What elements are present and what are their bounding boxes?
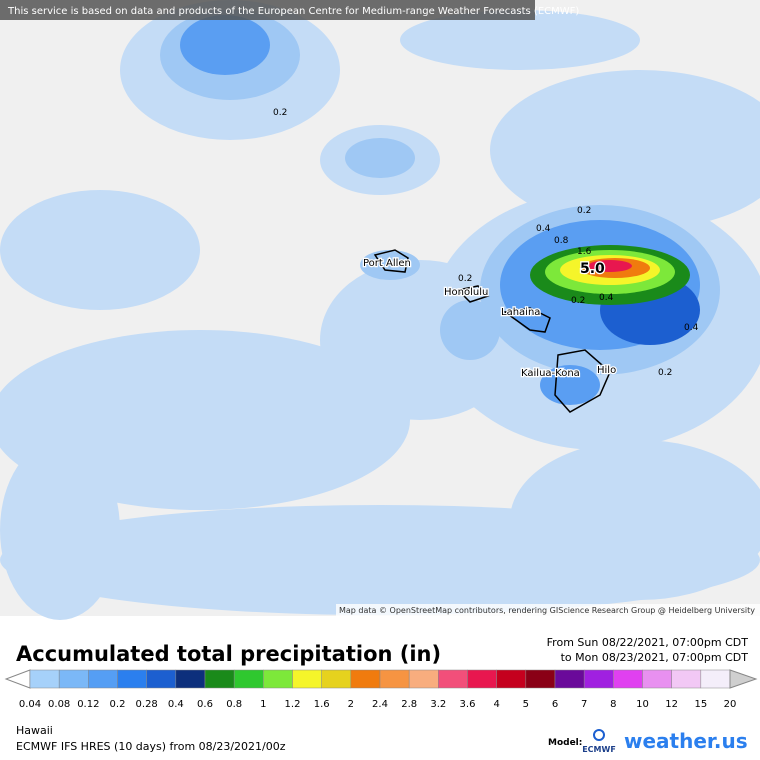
colorbar-swatch [58,669,89,689]
contour-label: 0.2 [458,274,472,284]
legend: Accumulated total precipitation (in) Fro… [16,636,748,666]
credit-bar [336,604,760,616]
colorbar-swatch [554,669,585,689]
colorbar-tick-label: 6 [552,699,558,710]
coastline [373,249,611,413]
colorbar-tick-label: 2 [348,699,354,710]
city-label: Hilo [597,365,616,376]
model-logo: ECMWF [582,745,616,754]
colorbar-swatch [496,669,527,689]
max-label: 5.0 [580,261,605,277]
colorbar-tick-label: 0.12 [77,699,99,710]
colorbar-arrow-low [4,669,31,689]
colorbar-swatch [233,669,264,689]
colorbar-tick-label: 0.4 [168,699,184,710]
colorbar-swatch [321,669,352,689]
colorbar-swatch [350,669,381,689]
contour-label: 0.2 [658,368,672,378]
colorbar-swatch [292,669,322,689]
colorbar-tick-label: 20 [724,699,737,710]
colorbar-swatch [525,669,556,689]
contour-label: 0.2 [577,206,591,216]
colorbar-tick-label: 4 [493,699,499,710]
colorbar-swatch [700,669,731,689]
colorbar-tick-label: 2.8 [401,699,417,710]
colorbar-tick-label: 3.2 [430,699,446,710]
contour-label: 0.2 [273,108,287,118]
colorbar-tick-label: 0.6 [197,699,213,710]
brand: weather.us [624,729,748,753]
model-run: ECMWF IFS HRES (10 days) from 08/23/2021… [16,740,286,753]
contour-label: 0.2 [571,296,585,306]
colorbar-tick-label: 5 [523,699,529,710]
period-from: From Sun 08/22/2021, 07:00pm CDT [547,636,749,649]
colorbar-tick-label: 8 [610,699,616,710]
colorbar-swatch [671,669,702,689]
colorbar-swatch [408,669,439,689]
colorbar-swatch [204,669,235,689]
contour-label: 0.4 [599,293,614,303]
model-label: Model: [548,738,582,748]
map-credit: Map data © OpenStreetMap contributors, r… [339,606,755,615]
colorbar-swatch [583,669,614,689]
colorbar-tick-label: 2.4 [372,699,388,710]
ecmwf-icon [593,729,605,741]
colorbar-swatch [438,669,468,689]
colorbar-tick-label: 1.2 [285,699,301,710]
colorbar-swatch [175,669,206,689]
colorbar-tick-label: 1.6 [314,699,330,710]
colorbar-arrow-high [729,669,758,689]
colorbar-swatch [88,669,118,689]
colorbar-swatch [642,669,672,689]
colorbar-swatch [467,669,497,689]
colorbar-tick-label: 1 [260,699,266,710]
colorbar-swatch [146,669,177,689]
attribution: This service is based on data and produc… [7,6,579,17]
colorbar-tick-label: 0.8 [226,699,242,710]
contour-label: 0.8 [554,236,569,246]
colorbar-swatch [379,669,410,689]
colorbar-swatch [117,669,147,689]
attribution-bar [0,0,535,20]
colorbar-tick-label: 7 [581,699,587,710]
colorbar-tick-label: 0.2 [110,699,126,710]
precip-light [0,0,760,620]
city-label: Lahaina [501,307,540,318]
period-to: to Mon 08/23/2021, 07:00pm CDT [561,651,749,664]
colorbar-tick-label: 12 [665,699,678,710]
colorbar-tick-label: 10 [636,699,649,710]
colorbar-swatch [613,669,643,689]
contour-label: 0.4 [684,323,699,333]
colorbar-tick-label: 0.08 [48,699,70,710]
legend-title: Accumulated total precipitation (in) [16,642,441,666]
colorbar-tick-label: 0.04 [19,699,41,710]
colorbar-swatch [263,669,293,689]
precip-band [588,260,632,272]
contour-label: 1.6 [577,247,592,257]
colorbar-tick-label: 15 [694,699,707,710]
colorbar-tick-label: 3.6 [460,699,476,710]
city-label: Kailua-Kona [521,368,580,379]
map: Port Allen Honolulu Lahaina Kailua-Kona … [0,0,760,620]
colorbar-tick-label: 0.28 [136,699,158,710]
region: Hawaii [16,724,53,737]
city-label: Port Allen [363,258,411,269]
city-label: Honolulu [444,287,488,298]
colorbar-swatch [29,669,60,689]
contour-label: 0.4 [536,224,551,234]
